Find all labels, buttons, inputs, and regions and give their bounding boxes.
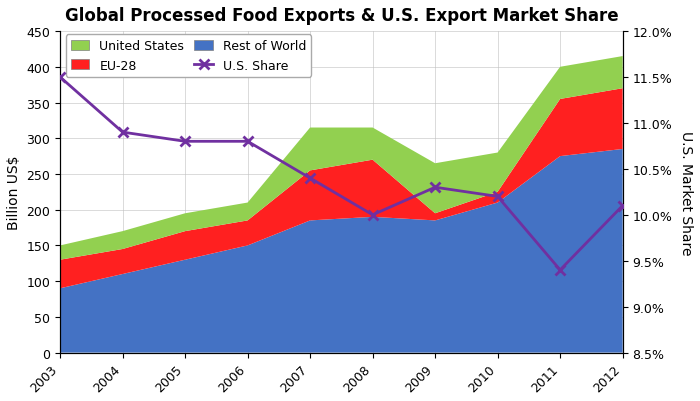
U.S. Share [306,176,314,181]
U.S. Share [244,140,252,144]
Line: U.S. Share: U.S. Share [55,73,627,275]
U.S. Share [181,140,189,144]
U.S. Share [56,75,64,80]
U.S. Share [618,204,626,209]
Y-axis label: Billion US$: Billion US$ [7,155,21,229]
Title: Global Processed Food Exports & U.S. Export Market Share: Global Processed Food Exports & U.S. Exp… [64,7,618,25]
U.S. Share [368,213,377,218]
Y-axis label: U.S. Market Share: U.S. Market Share [679,130,693,255]
U.S. Share [118,130,127,135]
U.S. Share [556,268,564,273]
U.S. Share [431,185,440,190]
Legend: United States, EU-28, Rest of World, U.S. Share: United States, EU-28, Rest of World, U.S… [66,35,312,77]
U.S. Share [494,194,502,199]
